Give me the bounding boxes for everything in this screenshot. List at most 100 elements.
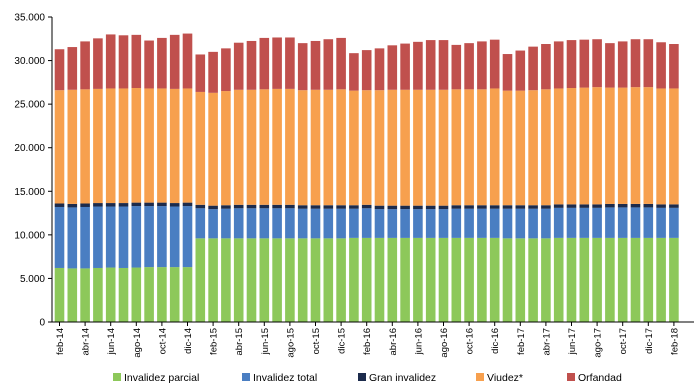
bar-segment: [617, 203, 628, 208]
bar-segment: [169, 34, 180, 89]
bar-segment: [246, 40, 257, 90]
bar-segment: [643, 207, 654, 238]
x-tick-label: jun-15: [260, 328, 271, 355]
bar-segment: [144, 267, 154, 322]
bar-segment: [656, 42, 666, 89]
bar-segment: [67, 203, 78, 208]
bar-segment: [144, 206, 154, 268]
bar-segment: [361, 50, 372, 91]
bar-segment: [400, 209, 410, 238]
bar-segment: [374, 48, 385, 91]
bar-segment: [605, 237, 615, 322]
x-tick-label: ago-17: [593, 328, 604, 358]
bar-segment: [118, 35, 129, 89]
legend-swatch: [242, 373, 250, 381]
bar-segment: [93, 267, 103, 322]
x-tick-label: jun-16: [413, 328, 424, 355]
bar-segment: [259, 238, 270, 322]
legend-swatch: [113, 373, 121, 381]
bar-segment: [669, 44, 679, 89]
bar-segment: [579, 237, 590, 322]
bar-segment: [259, 37, 270, 90]
bar-segment: [233, 89, 244, 205]
bar-segment: [221, 205, 231, 209]
bar-segment: [605, 43, 615, 88]
x-tick-label: abr-17: [541, 328, 552, 355]
bar-segment: [643, 87, 654, 204]
bar-segment: [592, 237, 602, 322]
bar-segment: [374, 205, 385, 210]
bar-segment: [221, 238, 231, 322]
bar-segment: [592, 87, 602, 205]
bar-segment: [105, 88, 116, 204]
bar-segment: [208, 209, 218, 239]
bar-segment: [80, 89, 90, 204]
bar-segment: [195, 208, 206, 239]
bar-segment: [361, 208, 372, 238]
bar-segment: [425, 40, 436, 90]
bar-segment: [93, 203, 103, 207]
x-tick-label: jun-14: [106, 328, 117, 355]
bar-segment: [182, 202, 193, 207]
bars: [54, 33, 679, 322]
x-tick-label: feb-17: [516, 328, 527, 355]
bar-segment: [349, 90, 359, 206]
bar-segment: [425, 237, 436, 322]
bar-segment: [118, 88, 129, 204]
bar-segment: [131, 206, 142, 268]
bar-segment: [246, 208, 257, 239]
bar-segment: [336, 89, 346, 206]
bar-segment: [349, 53, 359, 91]
bar-segment: [515, 208, 526, 239]
x-tick-label: feb-15: [209, 328, 220, 355]
y-tick-label: 10.000: [14, 230, 45, 241]
bar-segment: [541, 89, 551, 206]
bar-segment: [387, 209, 398, 238]
bar-segment: [67, 47, 78, 90]
bar-segment: [157, 202, 167, 207]
bar-segment: [297, 205, 308, 209]
bar-segment: [118, 267, 129, 322]
bar-segment: [669, 207, 679, 238]
x-tick-label: oct-14: [157, 328, 168, 354]
bar-segment: [272, 37, 282, 89]
bar-segment: [297, 43, 308, 91]
bar-segment: [195, 91, 206, 205]
bar-segment: [438, 205, 449, 210]
bar-segment: [502, 238, 513, 322]
bar-segment: [105, 34, 116, 89]
bar-segment: [246, 89, 257, 205]
x-tick-label: feb-14: [55, 328, 66, 355]
bar-segment: [579, 39, 590, 88]
bar-segment: [489, 205, 500, 209]
bar-segment: [80, 203, 90, 207]
bar-segment: [451, 44, 462, 90]
bar-segment: [425, 205, 436, 210]
x-tick-label: ago-14: [132, 328, 143, 358]
bar-segment: [502, 90, 513, 206]
bar-segment: [477, 41, 487, 90]
bar-segment: [387, 237, 398, 322]
x-tick-label: ago-16: [439, 328, 450, 358]
bar-segment: [477, 89, 487, 206]
bar-segment: [297, 90, 308, 206]
y-axis: 0 5.000 10.000 15.000 20.000 25.000 30.000 35.0…: [14, 13, 53, 329]
bar-segment: [630, 207, 641, 238]
bar-segment: [451, 237, 462, 322]
bar-segment: [67, 268, 78, 322]
bar-segment: [208, 92, 218, 206]
bar-segment: [272, 238, 282, 322]
bar-segment: [617, 207, 628, 238]
bar-segment: [182, 88, 193, 203]
bar-segment: [400, 237, 410, 322]
bar-segment: [195, 238, 206, 322]
bar-segment: [656, 204, 666, 208]
y-tick-label: 35.000: [14, 13, 45, 24]
bar-segment: [438, 40, 449, 90]
bar-segment: [541, 205, 551, 209]
legend: Invalidez parcial Invalidez total Gran inv…: [113, 372, 622, 384]
bar-segment: [502, 208, 513, 239]
bar-segment: [413, 205, 423, 210]
bar-segment: [336, 205, 346, 209]
